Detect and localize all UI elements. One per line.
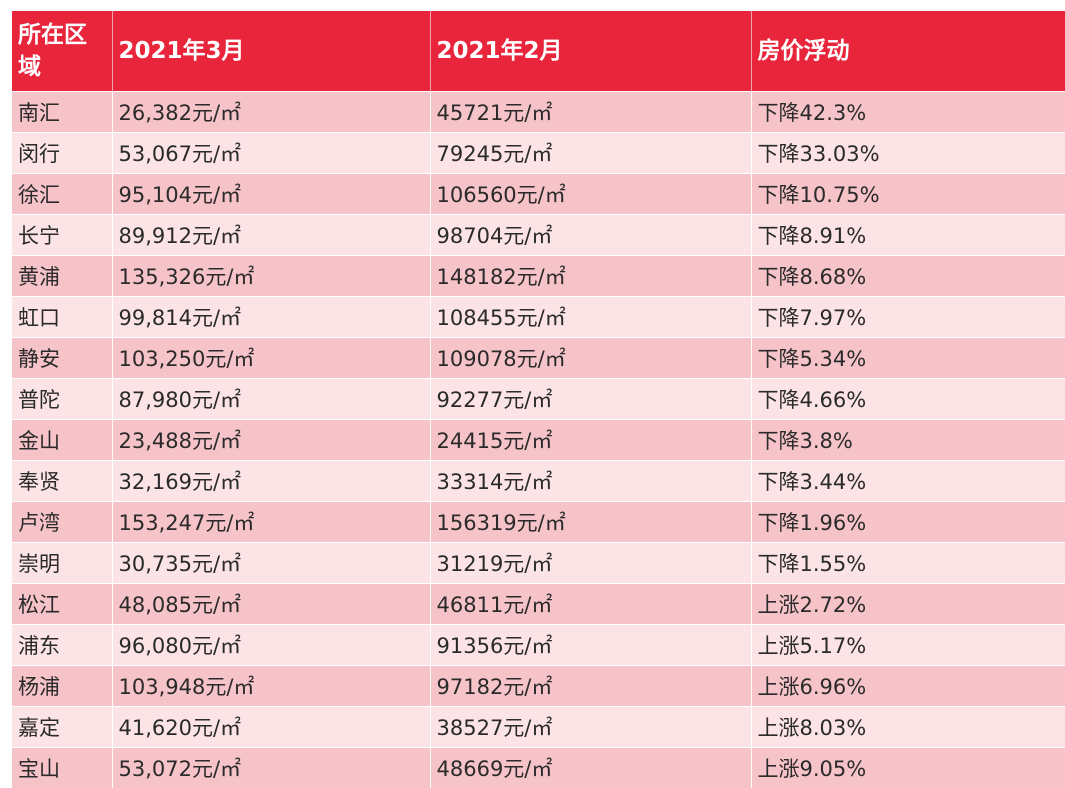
table-row: 松江 48,085元/㎡ 46811元/㎡ 上涨2.72% (12, 584, 1065, 625)
cell-change: 下降33.03% (751, 133, 1065, 174)
cell-march-price: 41,620元/㎡ (112, 707, 430, 748)
cell-change: 下降3.44% (751, 461, 1065, 502)
cell-change: 下降3.8% (751, 420, 1065, 461)
cell-change: 下降42.3% (751, 92, 1065, 133)
cell-region: 长宁 (12, 215, 112, 256)
table-row: 崇明 30,735元/㎡ 31219元/㎡ 下降1.55% (12, 543, 1065, 584)
cell-feb-price: 45721元/㎡ (430, 92, 751, 133)
cell-region: 杨浦 (12, 666, 112, 707)
table-row: 卢湾 153,247元/㎡ 156319元/㎡ 下降1.96% (12, 502, 1065, 543)
cell-region: 奉贤 (12, 461, 112, 502)
cell-march-price: 26,382元/㎡ (112, 92, 430, 133)
cell-march-price: 87,980元/㎡ (112, 379, 430, 420)
cell-region: 卢湾 (12, 502, 112, 543)
table-row: 闵行 53,067元/㎡ 79245元/㎡ 下降33.03% (12, 133, 1065, 174)
cell-change: 下降7.97% (751, 297, 1065, 338)
table-body: 南汇 26,382元/㎡ 45721元/㎡ 下降42.3% 闵行 53,067元… (12, 92, 1065, 788)
cell-feb-price: 156319元/㎡ (430, 502, 751, 543)
cell-feb-price: 33314元/㎡ (430, 461, 751, 502)
cell-march-price: 30,735元/㎡ (112, 543, 430, 584)
column-header-region: 所在区域 (12, 11, 112, 92)
table-row: 金山 23,488元/㎡ 24415元/㎡ 下降3.8% (12, 420, 1065, 461)
cell-change: 下降4.66% (751, 379, 1065, 420)
cell-feb-price: 97182元/㎡ (430, 666, 751, 707)
table-row: 浦东 96,080元/㎡ 91356元/㎡ 上涨5.17% (12, 625, 1065, 666)
cell-change: 下降1.55% (751, 543, 1065, 584)
table-row: 普陀 87,980元/㎡ 92277元/㎡ 下降4.66% (12, 379, 1065, 420)
cell-feb-price: 46811元/㎡ (430, 584, 751, 625)
cell-feb-price: 24415元/㎡ (430, 420, 751, 461)
cell-feb-price: 148182元/㎡ (430, 256, 751, 297)
table-row: 宝山 53,072元/㎡ 48669元/㎡ 上涨9.05% (12, 748, 1065, 788)
cell-march-price: 95,104元/㎡ (112, 174, 430, 215)
table-header: 所在区域 2021年3月 2021年2月 房价浮动 (12, 11, 1065, 92)
table-row: 静安 103,250元/㎡ 109078元/㎡ 下降5.34% (12, 338, 1065, 379)
cell-region: 浦东 (12, 625, 112, 666)
cell-change: 下降1.96% (751, 502, 1065, 543)
cell-feb-price: 38527元/㎡ (430, 707, 751, 748)
cell-march-price: 53,067元/㎡ (112, 133, 430, 174)
column-header-march-2021: 2021年3月 (112, 11, 430, 92)
cell-region: 普陀 (12, 379, 112, 420)
cell-region: 徐汇 (12, 174, 112, 215)
cell-region: 闵行 (12, 133, 112, 174)
cell-march-price: 23,488元/㎡ (112, 420, 430, 461)
cell-march-price: 103,948元/㎡ (112, 666, 430, 707)
column-header-price-change: 房价浮动 (751, 11, 1065, 92)
table-row: 嘉定 41,620元/㎡ 38527元/㎡ 上涨8.03% (12, 707, 1065, 748)
cell-march-price: 153,247元/㎡ (112, 502, 430, 543)
cell-region: 虹口 (12, 297, 112, 338)
cell-march-price: 96,080元/㎡ (112, 625, 430, 666)
cell-feb-price: 31219元/㎡ (430, 543, 751, 584)
cell-region: 崇明 (12, 543, 112, 584)
table-row: 长宁 89,912元/㎡ 98704元/㎡ 下降8.91% (12, 215, 1065, 256)
table-row: 黄浦 135,326元/㎡ 148182元/㎡ 下降8.68% (12, 256, 1065, 297)
cell-change: 下降8.91% (751, 215, 1065, 256)
price-table: 所在区域 2021年3月 2021年2月 房价浮动 南汇 26,382元/㎡ 4… (12, 11, 1065, 788)
cell-march-price: 89,912元/㎡ (112, 215, 430, 256)
cell-feb-price: 98704元/㎡ (430, 215, 751, 256)
price-table-container: 所在区域 2021年3月 2021年2月 房价浮动 南汇 26,382元/㎡ 4… (12, 11, 1065, 788)
cell-march-price: 99,814元/㎡ (112, 297, 430, 338)
cell-march-price: 32,169元/㎡ (112, 461, 430, 502)
cell-change: 上涨6.96% (751, 666, 1065, 707)
cell-feb-price: 108455元/㎡ (430, 297, 751, 338)
cell-region: 静安 (12, 338, 112, 379)
cell-change: 下降8.68% (751, 256, 1065, 297)
cell-march-price: 48,085元/㎡ (112, 584, 430, 625)
cell-change: 上涨8.03% (751, 707, 1065, 748)
cell-change: 上涨9.05% (751, 748, 1065, 788)
cell-feb-price: 79245元/㎡ (430, 133, 751, 174)
cell-feb-price: 48669元/㎡ (430, 748, 751, 788)
cell-feb-price: 91356元/㎡ (430, 625, 751, 666)
table-row: 徐汇 95,104元/㎡ 106560元/㎡ 下降10.75% (12, 174, 1065, 215)
cell-feb-price: 109078元/㎡ (430, 338, 751, 379)
cell-region: 南汇 (12, 92, 112, 133)
cell-region: 宝山 (12, 748, 112, 788)
cell-change: 下降5.34% (751, 338, 1065, 379)
header-row: 所在区域 2021年3月 2021年2月 房价浮动 (12, 11, 1065, 92)
table-row: 南汇 26,382元/㎡ 45721元/㎡ 下降42.3% (12, 92, 1065, 133)
cell-march-price: 53,072元/㎡ (112, 748, 430, 788)
cell-change: 上涨5.17% (751, 625, 1065, 666)
cell-region: 嘉定 (12, 707, 112, 748)
cell-region: 黄浦 (12, 256, 112, 297)
cell-march-price: 103,250元/㎡ (112, 338, 430, 379)
table-row: 杨浦 103,948元/㎡ 97182元/㎡ 上涨6.96% (12, 666, 1065, 707)
cell-feb-price: 106560元/㎡ (430, 174, 751, 215)
table-row: 虹口 99,814元/㎡ 108455元/㎡ 下降7.97% (12, 297, 1065, 338)
cell-region: 金山 (12, 420, 112, 461)
column-header-feb-2021: 2021年2月 (430, 11, 751, 92)
cell-change: 上涨2.72% (751, 584, 1065, 625)
table-row: 奉贤 32,169元/㎡ 33314元/㎡ 下降3.44% (12, 461, 1065, 502)
cell-change: 下降10.75% (751, 174, 1065, 215)
cell-region: 松江 (12, 584, 112, 625)
cell-march-price: 135,326元/㎡ (112, 256, 430, 297)
cell-feb-price: 92277元/㎡ (430, 379, 751, 420)
